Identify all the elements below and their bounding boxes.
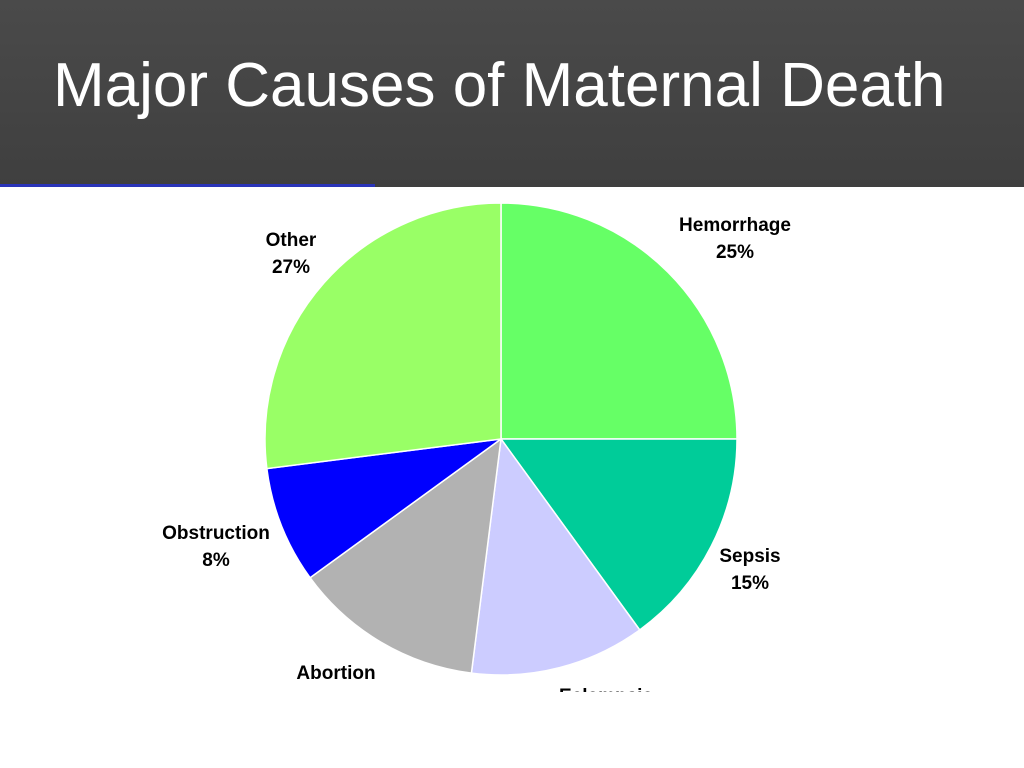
slice-label-abortion: Abortion	[296, 663, 375, 684]
slice-label-hemorrhage: Hemorrhage	[679, 215, 791, 236]
pie-slice-eclampsia	[470, 437, 641, 676]
slide-header: Major Causes of Maternal Death	[0, 0, 1024, 187]
pie-chart: Hemorrhage25%Sepsis15%Eclampsia12%Aborti…	[162, 202, 791, 692]
pie-slice-sepsis	[499, 438, 738, 631]
slice-label-sepsis: Sepsis	[719, 546, 780, 567]
pie-slice-other	[264, 202, 502, 470]
slice-value-abortion: 13%	[317, 690, 355, 692]
slice-label-obstruction: Obstruction	[162, 523, 270, 544]
slice-value-sepsis: 15%	[731, 573, 769, 594]
slice-value-obstruction: 8%	[202, 550, 230, 571]
header-accent-line	[0, 184, 375, 187]
slice-value-other: 27%	[272, 257, 310, 278]
pie-chart-area: Hemorrhage25%Sepsis15%Eclampsia12%Aborti…	[0, 187, 1024, 692]
pie-slice-abortion	[309, 437, 502, 674]
slide-title: Major Causes of Maternal Death	[53, 51, 946, 120]
pie-slice-obstruction	[266, 438, 502, 579]
slice-label-eclampsia: Eclampsia	[559, 686, 653, 692]
slice-value-hemorrhage: 25%	[716, 242, 754, 263]
pie-slice-hemorrhage	[500, 202, 738, 440]
slice-label-other: Other	[266, 230, 317, 251]
